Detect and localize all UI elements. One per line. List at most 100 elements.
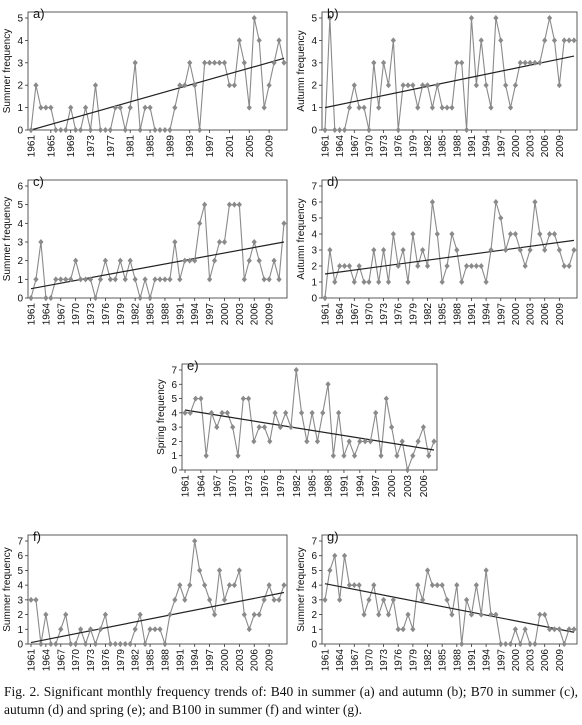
data-point: [357, 438, 363, 445]
data-point: [122, 276, 128, 283]
data-point: [28, 127, 34, 133]
figure: 0 1 2 3 4 5 1961 1965 1969 1973 1977 1981 1985 1989 19…: [2, 6, 578, 672]
data-point: [473, 82, 479, 89]
data-point: [107, 276, 113, 283]
x-tick-label: 1991: [467, 135, 478, 158]
data-point: [147, 295, 153, 301]
y-tick-label: 6: [17, 551, 23, 562]
x-tick-label: 1988: [452, 135, 463, 158]
data-point: [330, 452, 336, 459]
data-point: [226, 201, 233, 208]
data-point: [410, 452, 416, 459]
data-point: [399, 438, 405, 445]
data-point: [498, 641, 504, 647]
y-axis-label: Summer frequency: [2, 547, 13, 631]
data-point: [361, 611, 367, 618]
data-point: [53, 127, 59, 133]
data-point: [380, 247, 387, 253]
data-point: [177, 82, 183, 89]
data-point: [449, 104, 455, 111]
data-point: [362, 438, 368, 445]
data-point: [400, 82, 406, 89]
x-tick-label: 1991: [467, 303, 478, 326]
y-tick-label: 5: [311, 566, 317, 577]
data-point: [245, 395, 252, 402]
data-point: [226, 82, 233, 89]
data-point: [473, 263, 479, 269]
data-point: [332, 127, 338, 133]
data-point: [395, 127, 401, 133]
data-point: [527, 59, 533, 66]
data-point: [177, 276, 183, 283]
data-point: [556, 247, 562, 253]
data-point: [236, 37, 242, 44]
x-tick-label: 1988: [324, 475, 335, 498]
x-tick-label: 2003: [526, 649, 537, 672]
x-tick-label: 1961: [27, 135, 38, 158]
data-point: [527, 247, 533, 253]
data-point: [197, 127, 203, 133]
data-point: [449, 231, 455, 237]
data-line: [30, 204, 285, 301]
x-tick-label: 1961: [321, 303, 332, 326]
data-point: [415, 582, 421, 589]
data-point: [434, 82, 440, 89]
plot-frame: [321, 11, 578, 131]
data-point: [182, 409, 188, 416]
x-tick-label: 1991: [467, 649, 478, 672]
data-point: [107, 127, 113, 133]
data-point: [390, 231, 396, 237]
y-tick-label: 2: [17, 81, 23, 92]
data-point: [537, 231, 543, 237]
y-axis-label: Summer frequency: [2, 29, 13, 113]
data-point: [522, 626, 528, 633]
plot-frame: [321, 534, 578, 645]
data-point: [546, 626, 553, 633]
data-point: [488, 104, 494, 111]
panel-label: g): [327, 529, 339, 544]
y-tick-label: 0: [17, 640, 23, 651]
data-point: [198, 395, 204, 402]
data-point: [507, 104, 514, 111]
data-point: [33, 596, 39, 603]
data-point: [241, 59, 247, 66]
x-tick-label: 1973: [379, 649, 390, 672]
y-tick-label: 7: [311, 182, 317, 193]
x-tick-label: 1970: [71, 303, 82, 326]
data-point: [346, 104, 353, 111]
data-point: [152, 127, 158, 133]
data-point: [293, 367, 299, 373]
data-point: [449, 611, 455, 618]
data-point: [463, 596, 470, 603]
y-tick-label: 0: [171, 466, 177, 477]
data-point: [468, 611, 475, 618]
data-point: [256, 257, 262, 264]
data-point: [309, 409, 315, 416]
data-point: [211, 59, 218, 66]
y-tick-label: 1: [17, 103, 23, 114]
data-point: [266, 582, 272, 589]
data-point: [376, 611, 382, 618]
data-point: [371, 59, 377, 66]
data-point: [429, 199, 436, 205]
data-point: [192, 538, 198, 544]
y-tick-label: 5: [311, 214, 317, 225]
data-point: [28, 295, 34, 301]
data-point: [78, 276, 84, 283]
data-point: [221, 59, 228, 66]
x-tick-label: 1979: [408, 135, 419, 158]
y-tick-label: 4: [17, 581, 23, 592]
trend-line: [30, 591, 285, 644]
x-tick-label: 1979: [276, 475, 287, 498]
data-point: [256, 37, 262, 44]
data-point: [87, 127, 94, 133]
x-tick-label: 2000: [220, 649, 231, 672]
trend-line: [30, 241, 285, 290]
data-point: [236, 201, 242, 208]
data-point: [216, 59, 223, 66]
x-tick-label: 1985: [146, 649, 157, 672]
y-tick-label: 0: [311, 640, 317, 651]
data-point: [187, 582, 193, 589]
data-point: [68, 276, 74, 283]
data-point: [468, 263, 475, 269]
